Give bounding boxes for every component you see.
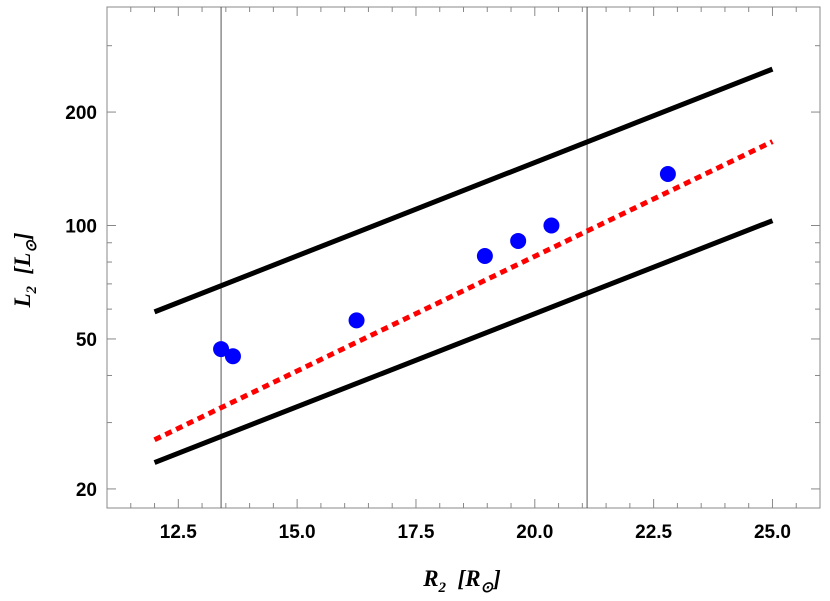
y-tick-label: 20 bbox=[76, 480, 97, 501]
y-tick-label: 50 bbox=[76, 330, 97, 351]
x-tick-label: 17.5 bbox=[397, 522, 434, 543]
y-tick-label: 100 bbox=[65, 217, 97, 238]
y-tick-label: 200 bbox=[65, 103, 97, 124]
data-point bbox=[543, 217, 560, 234]
bound-line bbox=[153, 218, 774, 465]
data-point bbox=[659, 165, 676, 182]
x-tick-label: 15.0 bbox=[279, 522, 316, 543]
svg-text:R2 [R⊙]: R2 [R⊙] bbox=[422, 566, 501, 596]
x-tick-label: 22.5 bbox=[635, 522, 672, 543]
data-point bbox=[213, 341, 230, 358]
data-point bbox=[224, 348, 241, 365]
fit-line bbox=[153, 139, 774, 443]
y-axis-label: L2 [L⊙] bbox=[10, 232, 40, 308]
data-point bbox=[348, 312, 365, 329]
data-point bbox=[476, 248, 493, 265]
x-tick-label: 20.0 bbox=[516, 522, 553, 543]
x-tick-label: 12.5 bbox=[160, 522, 197, 543]
bound-line bbox=[153, 66, 774, 315]
x-axis-label: R2 [R⊙] bbox=[422, 566, 501, 596]
data-point bbox=[510, 232, 527, 249]
svg-text:L2 [L⊙]: L2 [L⊙] bbox=[10, 232, 40, 308]
plot-frame bbox=[106, 6, 821, 509]
x-tick-label: 25.0 bbox=[754, 522, 791, 543]
